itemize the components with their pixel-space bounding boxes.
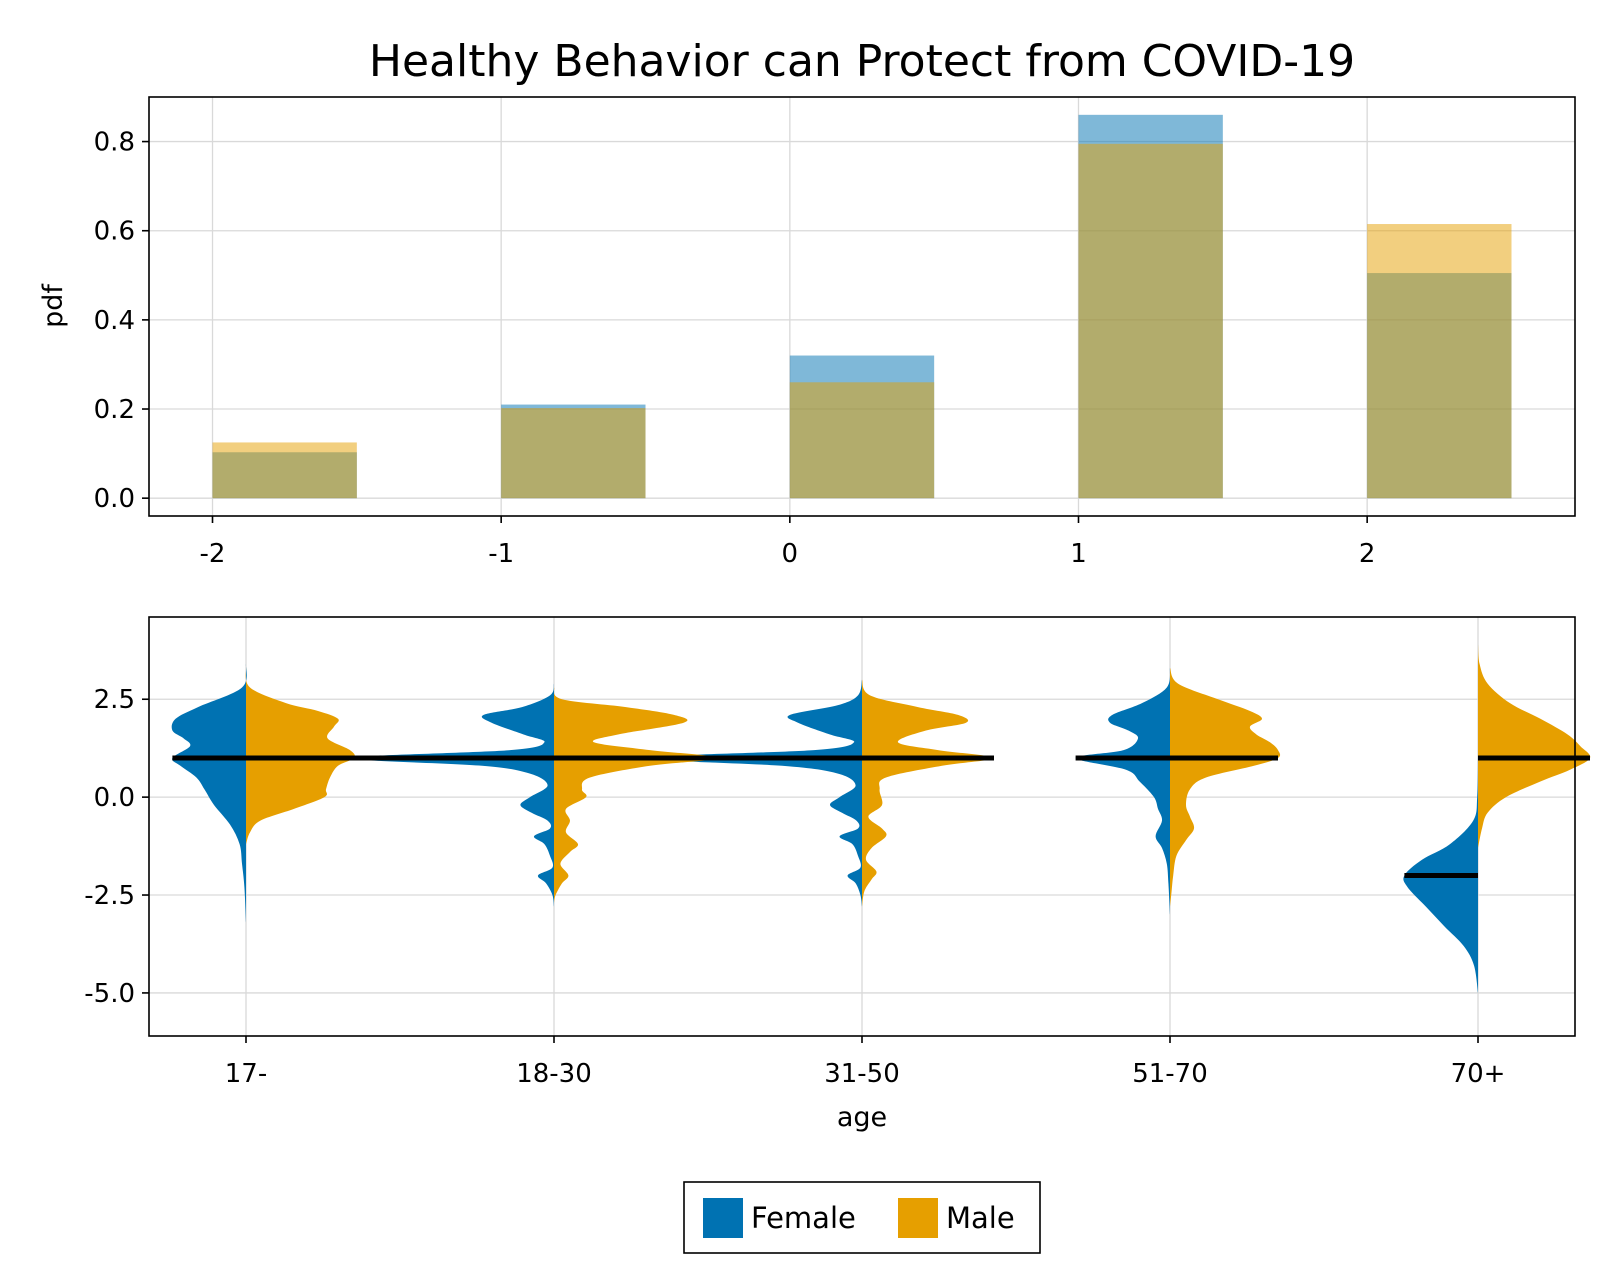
histogram-y-tick-label: 0.0 [94,484,135,514]
violin-half-female [171,663,247,923]
histogram-y-tick-label: 0.6 [94,217,135,247]
violin-half-female [1075,667,1170,915]
histogram-bar-male [501,408,646,499]
histogram-frame [148,96,1576,517]
violin-half-male [1170,667,1281,907]
violin-medians [172,755,1590,878]
violin-y-tick-label: -2.5 [84,881,135,911]
violin-category-label: 17- [225,1059,267,1089]
violin-x-axis-title: age [837,1102,887,1133]
histogram-y-tick-label: 0.8 [94,128,135,158]
violin-category-label: 51-70 [1132,1059,1208,1089]
histogram-bar-male [212,442,357,499]
violin-ticks: 17- 18-30 31-50 51-70 70+ 2.5 0.0 -2.5 -5.0 [84,685,1505,1089]
legend-box [683,1181,1041,1254]
violin-half-male [862,679,995,907]
histogram-bar-male [1367,224,1512,499]
histogram-panel: -2 -1 0 1 2 0.0 0.2 0.4 0.6 0.8 pdf [38,96,1576,569]
chart-title: Healthy Behavior can Protect from COVID-… [369,36,1355,87]
histogram-x-tick-label: -2 [200,539,226,569]
violin-y-tick-label: 2.5 [94,685,135,715]
histogram-x-tick-label: 2 [1359,539,1376,569]
violin-half-male [1478,644,1591,849]
histogram-bars [212,114,1512,499]
histogram-x-tick-label: 0 [782,539,799,569]
histogram-y-tick-label: 0.4 [94,306,135,336]
histogram-bar-male [1078,143,1223,499]
legend-label-male: Male [946,1201,1015,1235]
histogram-y-axis-title: pdf [38,283,69,328]
violin-category-label: 31-50 [824,1059,900,1089]
histogram-x-tick-label: -1 [488,539,514,569]
histogram-ticks: -2 -1 0 1 2 0.0 0.2 0.4 0.6 0.8 [94,128,1376,569]
violin-category-label: 18-30 [516,1059,592,1089]
violin-panel: 17- 18-30 31-50 51-70 70+ 2.5 0.0 -2.5 -5.0 age [84,616,1591,1133]
legend: Female Male [683,1181,1041,1254]
histogram-y-tick-label: 0.2 [94,395,135,425]
violin-y-tick-label: 0.0 [94,783,135,813]
legend-swatch-male [898,1198,938,1238]
violin-half-male [553,687,718,903]
histogram-bar-male [789,382,935,499]
histogram-x-tick-label: 1 [1070,539,1087,569]
violin-category-label: 70+ [1451,1059,1506,1089]
legend-label-female: Female [751,1201,856,1235]
legend-swatch-female [703,1198,743,1238]
violin-half-female [345,683,554,907]
violin-y-tick-label: -5.0 [84,979,135,1009]
